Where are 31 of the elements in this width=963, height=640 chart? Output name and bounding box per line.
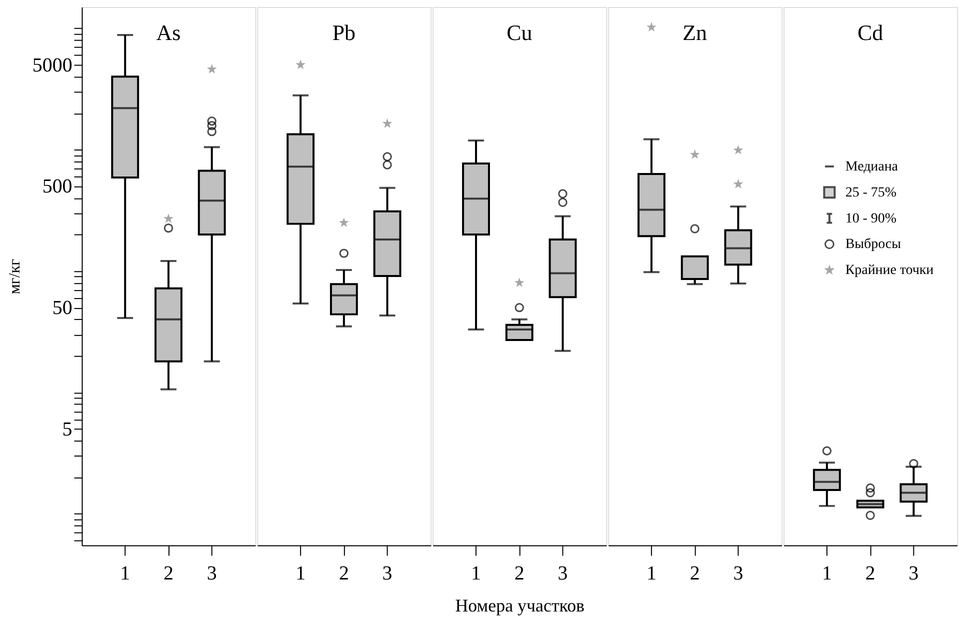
y-axis-title: мг/кг (6, 258, 24, 294)
annotation: Медиана (845, 159, 898, 174)
x-tick-label: 2 (690, 562, 700, 585)
x-tick-label: 1 (822, 562, 832, 585)
annotation: Выбросы (845, 237, 902, 252)
x-tick-label: 2 (865, 562, 876, 585)
y-tick-label: 5000 (32, 54, 72, 76)
annotation: 25 - 75% (845, 185, 897, 200)
text: Pb (332, 20, 356, 45)
x-tick-label: 3 (206, 562, 217, 585)
text: Cd (857, 20, 884, 45)
text: As (156, 20, 181, 45)
x-tick-label: 1 (296, 562, 306, 585)
x-tick-label: 3 (733, 562, 744, 585)
x-tick-label: 2 (338, 562, 349, 585)
y-tick-label: 500 (42, 176, 72, 198)
y-tick-label: 50 (52, 297, 72, 320)
x-tick-label: 3 (382, 562, 392, 585)
x-tick-label: 1 (471, 562, 481, 585)
x-tick-label: 1 (120, 562, 130, 585)
annotation: Крайние точки (845, 263, 934, 278)
x-tick-label: 3 (908, 562, 919, 585)
text: Zn (682, 20, 708, 45)
y-tick-label: 5 (62, 418, 72, 440)
x-axis-title: Номера участков (455, 596, 585, 616)
x-tick-label: 2 (514, 562, 524, 585)
x-tick-label: 2 (163, 562, 174, 585)
annotation: 10 - 90% (845, 211, 897, 226)
text: Cu (506, 20, 532, 45)
x-tick-label: 1 (646, 562, 656, 585)
x-tick-label: 3 (558, 562, 568, 585)
